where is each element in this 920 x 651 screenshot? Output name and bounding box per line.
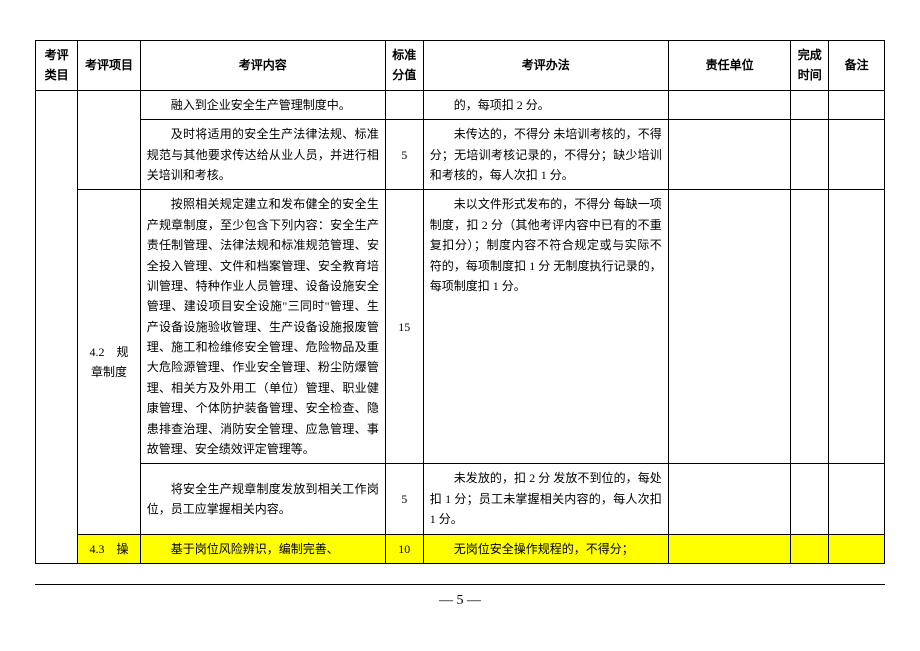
cell-project <box>78 90 140 190</box>
cell-remark <box>829 190 885 464</box>
table-header-row: 考评类目 考评项目 考评内容 标准分值 考评办法 责任单位 完成时间 备注 <box>36 41 885 91</box>
cell-score <box>385 90 423 119</box>
page-footer: — 5 — <box>35 584 885 629</box>
header-category: 考评类目 <box>36 41 78 91</box>
table-row: 及时将适用的安全生产法律法规、标准规范与其他要求传达给从业人员，并进行相关培训和… <box>36 120 885 190</box>
header-responsible: 责任单位 <box>668 41 791 91</box>
table-row: 4.3 操 基于岗位风险辨识，编制完善、 10 无岗位安全操作规程的，不得分； <box>36 534 885 563</box>
header-content: 考评内容 <box>140 41 385 91</box>
cell-content: 按照相关规定建立和发布健全的安全生产规章制度，至少包含下列内容：安全生产责任制管… <box>140 190 385 464</box>
evaluation-table: 考评类目 考评项目 考评内容 标准分值 考评办法 责任单位 完成时间 备注 融入… <box>35 40 885 564</box>
cell-time <box>791 190 829 464</box>
cell-method: 无岗位安全操作规程的，不得分； <box>423 534 668 563</box>
cell-method: 未以文件形式发布的，不得分 每缺一项制度，扣 2 分（其他考评内容中已有的不重复… <box>423 190 668 464</box>
cell-time <box>791 534 829 563</box>
header-score: 标准分值 <box>385 41 423 91</box>
cell-responsible <box>668 190 791 464</box>
cell-content: 将安全生产规章制度发放到相关工作岗位，员工应掌握相关内容。 <box>140 464 385 534</box>
cell-remark <box>829 464 885 534</box>
cell-method: 未发放的，扣 2 分 发放不到位的，每处扣 1 分；员工未掌握相关内容的，每人次… <box>423 464 668 534</box>
cell-project: 4.3 操 <box>78 534 140 563</box>
cell-remark <box>829 120 885 190</box>
cell-responsible <box>668 534 791 563</box>
table-row: 4.2 规章制度 按照相关规定建立和发布健全的安全生产规章制度，至少包含下列内容… <box>36 190 885 464</box>
cell-time <box>791 464 829 534</box>
header-method: 考评办法 <box>423 41 668 91</box>
cell-score: 5 <box>385 464 423 534</box>
table-row: 将安全生产规章制度发放到相关工作岗位，员工应掌握相关内容。 5 未发放的，扣 2… <box>36 464 885 534</box>
cell-score: 5 <box>385 120 423 190</box>
cell-project: 4.2 规章制度 <box>78 190 140 534</box>
cell-responsible <box>668 120 791 190</box>
cell-remark <box>829 534 885 563</box>
header-project: 考评项目 <box>78 41 140 91</box>
cell-content: 融入到企业安全生产管理制度中。 <box>140 90 385 119</box>
header-remark: 备注 <box>829 41 885 91</box>
table-row: 融入到企业安全生产管理制度中。 的，每项扣 2 分。 <box>36 90 885 119</box>
cell-time <box>791 120 829 190</box>
cell-content: 及时将适用的安全生产法律法规、标准规范与其他要求传达给从业人员，并进行相关培训和… <box>140 120 385 190</box>
page-number: — 5 — <box>439 593 481 608</box>
cell-responsible <box>668 464 791 534</box>
footer-divider <box>35 584 885 585</box>
cell-method: 未传达的，不得分 未培训考核的，不得分；无培训考核记录的，不得分；缺少培训和考核… <box>423 120 668 190</box>
cell-content: 基于岗位风险辨识，编制完善、 <box>140 534 385 563</box>
cell-category <box>36 90 78 563</box>
header-time: 完成时间 <box>791 41 829 91</box>
cell-score: 10 <box>385 534 423 563</box>
cell-method: 的，每项扣 2 分。 <box>423 90 668 119</box>
page-container: 考评类目 考评项目 考评内容 标准分值 考评办法 责任单位 完成时间 备注 融入… <box>35 40 885 629</box>
cell-score: 15 <box>385 190 423 464</box>
cell-remark <box>829 90 885 119</box>
cell-time <box>791 90 829 119</box>
cell-responsible <box>668 90 791 119</box>
